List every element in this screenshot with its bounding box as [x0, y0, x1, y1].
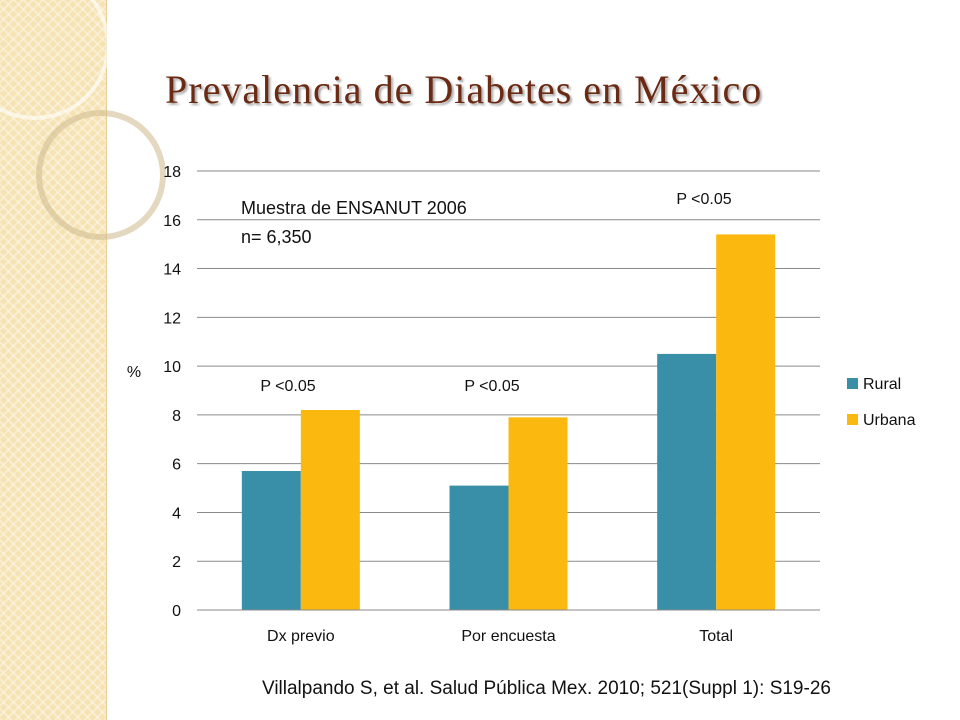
decorative-circle: [36, 110, 166, 240]
bar-rural-2: [449, 485, 509, 610]
x-tick-label: Por encuesta: [461, 628, 555, 645]
bar-rural-1: [241, 470, 301, 610]
bar-urbana-2: [508, 417, 568, 610]
y-tick-label: 0: [172, 603, 181, 620]
sample-annotation-line1: Muestra de ENSANUT 2006: [241, 198, 467, 218]
citation: Villalpando S, et al. Salud Pública Mex.…: [262, 678, 831, 699]
x-tick-label: Dx previo: [267, 628, 335, 645]
y-tick-label: 8: [172, 408, 181, 425]
y-tick-label: 4: [172, 505, 181, 522]
y-tick-label: 10: [163, 359, 181, 376]
legend-swatch-urbana: [847, 414, 858, 425]
bar-urbana-1: [300, 410, 360, 610]
pvalue-label: P <0.05: [464, 378, 519, 395]
y-tick-label: 6: [172, 457, 181, 474]
slide-title: Prevalencia de Diabetes en México: [165, 67, 763, 112]
bar-urbana-3: [716, 234, 776, 610]
pvalue-label: P <0.05: [676, 191, 731, 208]
y-tick-label: 2: [172, 554, 181, 571]
legend-label-rural: Rural: [863, 376, 901, 393]
legend: Rural Urbana: [847, 376, 916, 429]
y-axis-label: %: [127, 364, 141, 381]
y-tick-label: 12: [163, 310, 181, 327]
bar-rural-3: [657, 353, 717, 610]
y-tick-label: 16: [163, 213, 181, 230]
decorative-side-strip: [0, 0, 166, 720]
legend-swatch-rural: [847, 378, 858, 389]
y-tick-label: 18: [163, 164, 181, 181]
pvalue-label: P <0.05: [260, 378, 315, 395]
y-tick-label: 14: [163, 262, 181, 279]
legend-label-urbana: Urbana: [863, 412, 916, 429]
x-tick-label: Total: [699, 628, 733, 645]
sample-annotation-line2: n= 6,350: [241, 227, 312, 247]
